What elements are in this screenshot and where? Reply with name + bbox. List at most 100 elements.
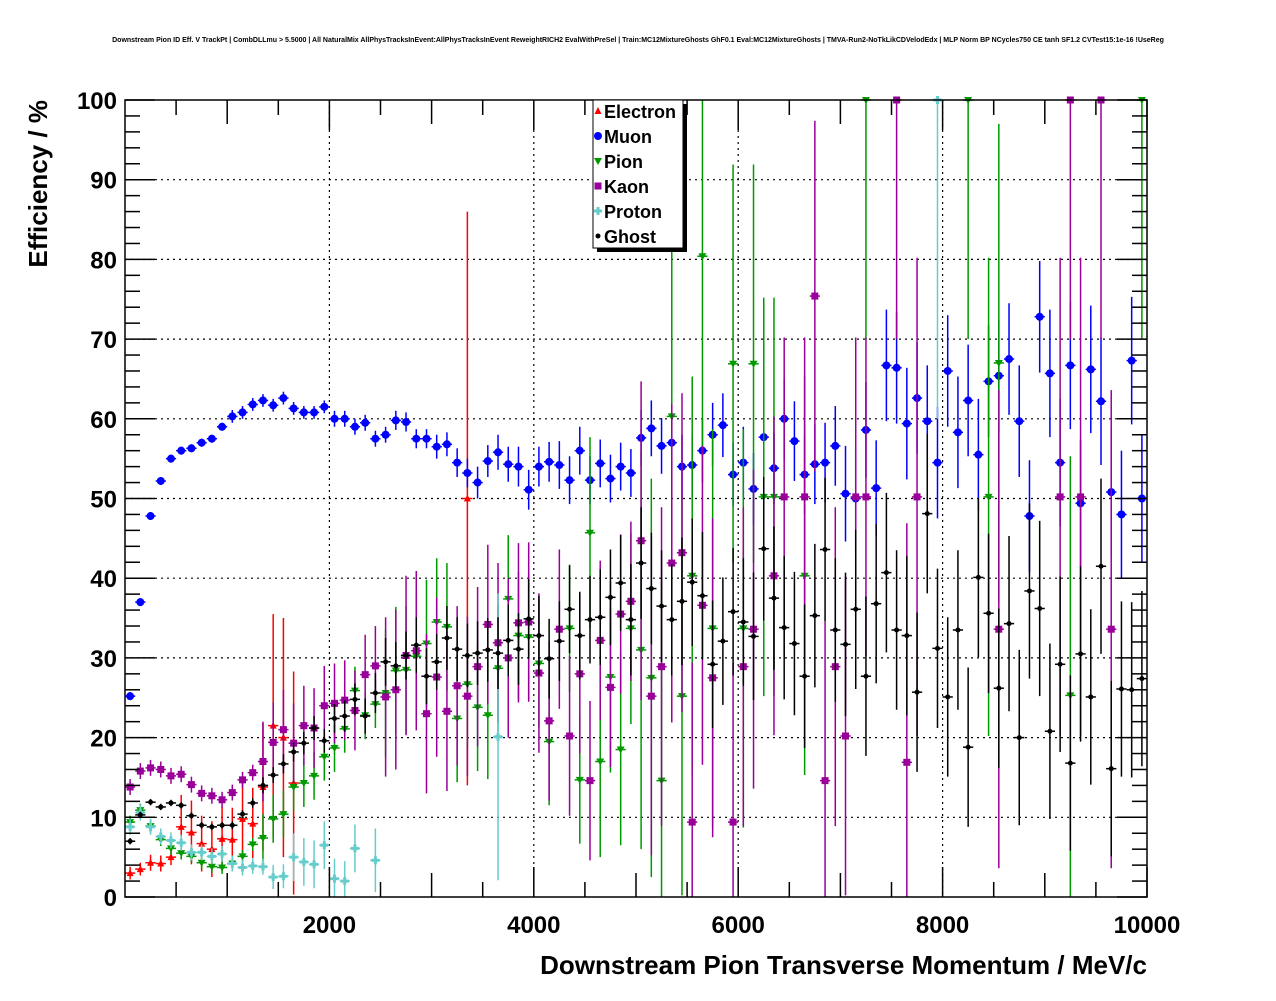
data-point	[135, 598, 146, 607]
data-point	[727, 164, 739, 564]
data-point	[809, 543, 820, 688]
marker-triangle-down	[218, 864, 227, 872]
marker-dot	[1129, 687, 1135, 693]
data-point	[983, 533, 994, 693]
data-point	[298, 838, 309, 886]
data-point	[901, 367, 912, 480]
data-point	[513, 446, 524, 487]
data-point	[819, 621, 831, 897]
marker-triangle-down	[575, 776, 584, 784]
marker-dot	[853, 606, 859, 612]
marker-triangle-down	[729, 360, 738, 368]
marker-dot	[863, 673, 869, 679]
marker-circle	[514, 462, 523, 471]
data-point	[656, 550, 667, 662]
marker-triangle-down	[330, 744, 339, 752]
marker-square	[382, 693, 390, 701]
data-point	[206, 434, 217, 443]
data-point	[666, 563, 677, 676]
data-point	[850, 529, 861, 689]
data-point	[492, 617, 504, 689]
marker-circle	[1035, 312, 1044, 321]
data-point	[288, 833, 299, 882]
series-ghost	[125, 433, 1147, 857]
series-electron	[125, 211, 473, 895]
data-point	[186, 776, 197, 793]
marker-dot	[996, 685, 1002, 691]
marker-cross-v	[596, 207, 600, 215]
marker-circle	[289, 404, 298, 413]
data-point	[768, 526, 780, 670]
marker-circle	[821, 458, 830, 467]
marker-circle	[391, 416, 400, 425]
marker-circle	[146, 512, 155, 521]
data-point	[789, 571, 800, 716]
data-point	[462, 623, 473, 688]
marker-circle	[1086, 365, 1095, 374]
data-point	[227, 855, 238, 872]
data-point	[196, 822, 207, 829]
marker-square	[269, 738, 277, 746]
marker-dot	[740, 619, 746, 625]
marker-dot	[546, 656, 552, 662]
data-point	[952, 550, 964, 710]
marker-dot	[832, 627, 838, 633]
marker-cross-v	[281, 872, 285, 881]
marker-triangle-down	[616, 746, 625, 754]
marker-square	[187, 781, 195, 789]
data-point	[319, 728, 330, 753]
data-point	[196, 785, 207, 802]
marker-cross	[340, 877, 349, 886]
marker-dot	[618, 580, 624, 586]
data-point	[349, 418, 361, 435]
marker-dot	[1026, 588, 1032, 594]
marker-dot	[413, 642, 419, 648]
data-point	[697, 100, 708, 456]
legend-item-pion: Pion	[594, 152, 643, 172]
marker-triangle-up	[167, 853, 175, 861]
data-point	[1055, 576, 1066, 752]
data-point	[237, 406, 248, 419]
data-point	[1044, 309, 1056, 438]
marker-square	[422, 710, 430, 718]
data-point	[268, 794, 279, 843]
marker-cross-v	[149, 822, 153, 831]
marker-circle	[1045, 369, 1054, 378]
marker-dot	[137, 812, 143, 818]
marker-square	[147, 764, 155, 772]
data-point	[717, 577, 728, 705]
data-point	[257, 858, 269, 875]
marker-triangle-down	[207, 863, 216, 871]
data-point	[625, 563, 636, 676]
data-point	[544, 441, 555, 482]
marker-square	[545, 717, 553, 725]
marker-triangle-down	[289, 784, 298, 792]
data-point	[1095, 96, 1107, 340]
marker-square	[157, 765, 165, 773]
y-tick-label: 50	[90, 487, 117, 514]
marker-dot	[822, 547, 828, 553]
marker-triangle-down	[166, 845, 175, 853]
marker-dot	[638, 560, 644, 566]
data-point	[216, 822, 228, 829]
data-point	[247, 398, 258, 411]
data-point	[339, 700, 350, 733]
data-point	[574, 426, 585, 475]
marker-circle	[197, 438, 206, 447]
data-point	[257, 394, 269, 407]
marker-dot	[423, 673, 429, 679]
marker-circle	[1066, 361, 1075, 370]
data-point	[165, 767, 177, 784]
marker-circle	[902, 419, 911, 428]
marker-cross	[279, 872, 288, 881]
data-point	[237, 771, 248, 788]
marker-square	[463, 692, 471, 700]
data-point	[973, 398, 984, 511]
data-point	[1095, 478, 1107, 654]
marker-cross-v	[343, 877, 347, 886]
y-tick-label: 20	[90, 726, 117, 753]
marker-cross-v	[169, 836, 173, 845]
marker-square	[443, 707, 451, 715]
marker-square	[586, 777, 594, 785]
marker-circle	[248, 400, 257, 409]
